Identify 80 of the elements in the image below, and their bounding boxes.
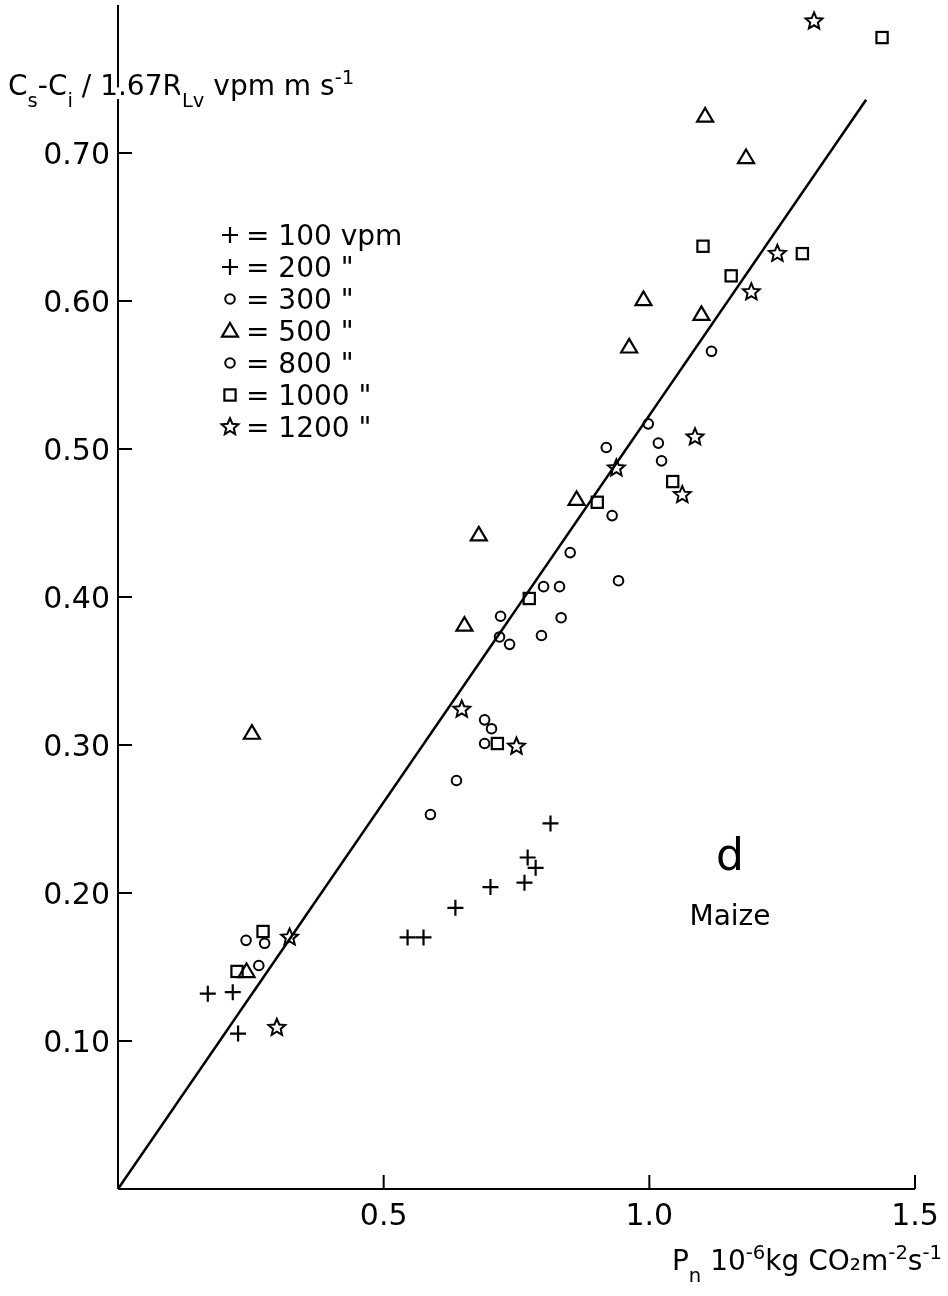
point: [494, 610, 507, 623]
point: [741, 282, 761, 301]
point: [692, 305, 711, 322]
y-tick-label: 0.50: [43, 431, 110, 467]
point: [469, 525, 488, 542]
legend-label: = 1000 ": [246, 378, 372, 412]
y-tick-label: 0.20: [43, 875, 110, 911]
point: [493, 631, 506, 643]
point: [606, 509, 618, 522]
point: [655, 455, 668, 467]
legend-label: = 100 vpm: [246, 218, 403, 252]
point: [652, 437, 665, 449]
point: [237, 962, 256, 979]
x-tick-label: 1.0: [625, 1197, 674, 1232]
point: [478, 737, 491, 750]
point: [875, 30, 889, 45]
point: [685, 427, 705, 446]
point: [240, 934, 252, 947]
point: [768, 243, 787, 262]
point: [567, 490, 586, 507]
point: [553, 580, 566, 593]
point: [485, 722, 498, 735]
legend-label: = 800 ": [246, 346, 354, 380]
x-tick-label: 0.5: [359, 1197, 408, 1232]
point: [455, 616, 474, 632]
point: [414, 928, 433, 947]
point: [736, 148, 756, 165]
point: [696, 239, 710, 253]
point: [705, 345, 718, 358]
point: [666, 474, 680, 489]
x-tick-label: 1.5: [891, 1197, 939, 1232]
point: [634, 290, 653, 307]
annotation: d: [716, 829, 744, 880]
point: [256, 924, 270, 939]
point: [398, 928, 417, 947]
y-tick-label: 0.10: [43, 1023, 110, 1059]
point: [198, 984, 217, 1003]
point: [258, 937, 271, 950]
point: [242, 724, 261, 740]
point: [515, 873, 534, 892]
point: [267, 1017, 287, 1036]
point: [507, 736, 526, 755]
point: [490, 736, 505, 751]
point: [672, 485, 692, 503]
point: [478, 714, 491, 726]
point: [228, 1024, 248, 1043]
point: [223, 983, 242, 1002]
point: [696, 106, 715, 123]
point: [481, 877, 500, 897]
point: [804, 11, 824, 30]
y-tick-label: 0.60: [43, 283, 110, 319]
point: [555, 611, 567, 624]
point: [522, 591, 536, 606]
legend-label: = 200 ": [246, 250, 354, 284]
y-tick-label: 0.30: [43, 727, 110, 763]
point: [535, 629, 548, 642]
point: [590, 495, 604, 509]
point: [230, 964, 244, 979]
annotation: Maize: [689, 899, 771, 932]
y-tick-label: 0.40: [43, 579, 110, 615]
point: [450, 774, 463, 787]
point: [612, 574, 625, 587]
point: [446, 898, 465, 917]
legend-label: = 1200 ": [246, 410, 372, 444]
x-axis-title: P$_{n}$ 10$^{-6}$kg CO₂m$^{-2}$s$^{-1}$: [671, 1240, 942, 1287]
legend-label: = 500 ": [246, 314, 354, 348]
point: [724, 269, 738, 283]
point: [537, 580, 550, 593]
point: [795, 246, 810, 261]
point: [564, 546, 576, 559]
legend-label: = 300 ": [246, 282, 354, 316]
point: [620, 337, 639, 354]
y-tick-label: 0.70: [43, 135, 110, 171]
point: [642, 418, 655, 430]
point: [452, 699, 472, 718]
point: [424, 808, 437, 821]
point: [253, 959, 265, 972]
point: [600, 441, 613, 454]
point: [541, 814, 560, 833]
point: [503, 638, 516, 651]
